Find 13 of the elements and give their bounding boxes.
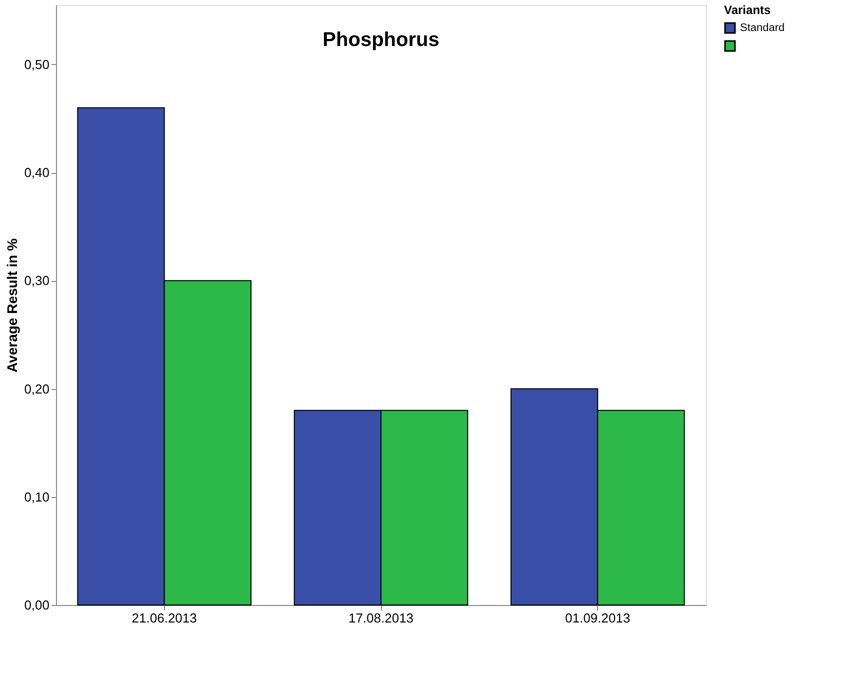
x-tick-label: 21.06.2013	[132, 610, 197, 626]
y-tick-label: 0,20	[24, 381, 50, 396]
legend-label: Standard	[740, 22, 785, 34]
y-axis-title: Average Result in %	[4, 238, 20, 373]
x-tick-label: 17.08.2013	[348, 610, 414, 626]
legend-title: Variants	[724, 3, 772, 17]
y-tick-label: 0,40	[24, 165, 50, 180]
y-tick-label: 0,00	[24, 598, 50, 612]
y-tick-label: 0,30	[24, 273, 50, 288]
text: Phosphorus	[322, 29, 440, 51]
y-tick-label: 0,10	[24, 489, 50, 504]
x-tick-label: 01.09.2013	[565, 610, 630, 626]
y-tick-label: 0,50	[24, 56, 50, 72]
